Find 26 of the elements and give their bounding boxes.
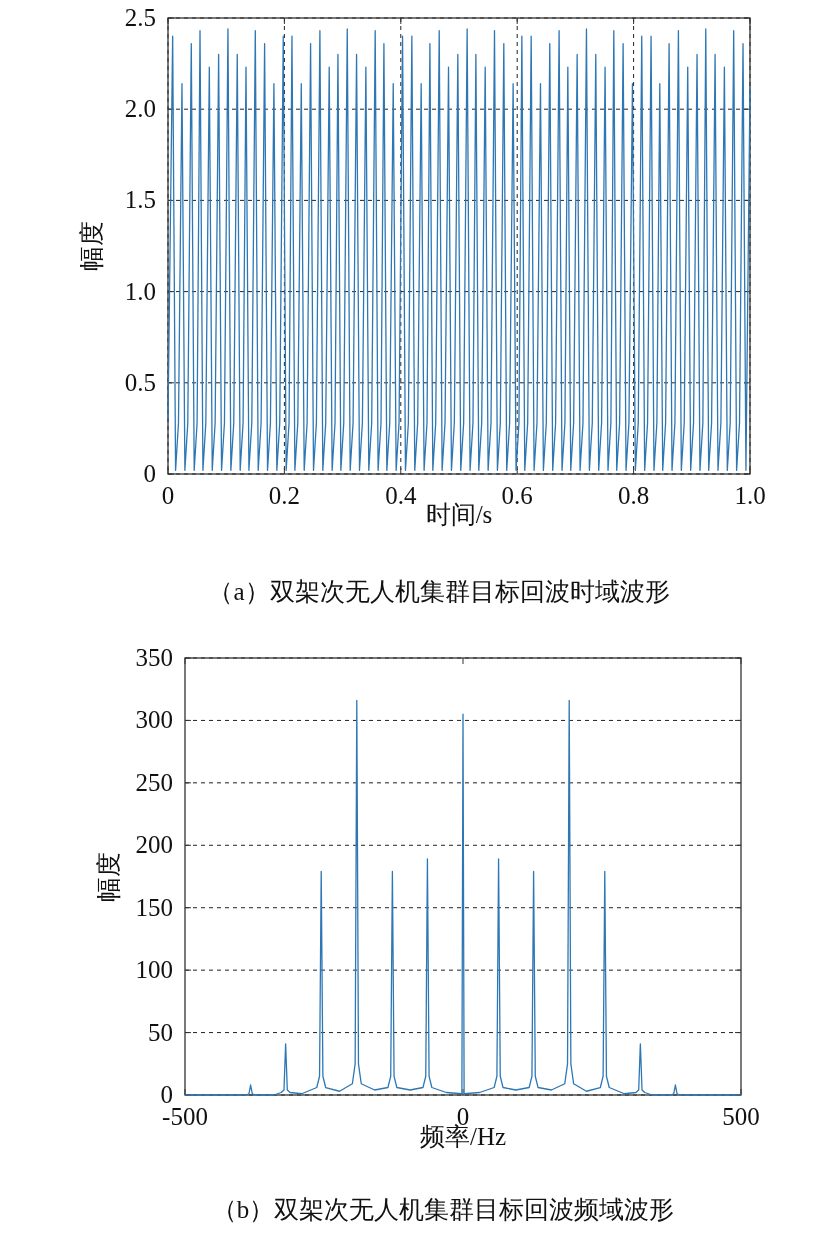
y-tick-label: 2.5 — [124, 4, 156, 31]
y-tick-label: 0.5 — [124, 368, 156, 396]
y-tick-label: 1.5 — [124, 186, 156, 214]
y-tick-label: 1.0 — [124, 277, 156, 305]
text: （a）双架次无人机集群目标回波时域波形 — [208, 578, 670, 605]
x-tick-label: 0.4 — [385, 482, 417, 509]
y-tick-label: 250 — [135, 768, 173, 796]
y-tick-label: 2.0 — [124, 95, 156, 123]
x-axis-title: 时间/s — [425, 501, 493, 528]
x-tick-label: 1.0 — [734, 482, 766, 509]
x-tick-label: 0.6 — [501, 482, 533, 509]
y-tick-label: 150 — [135, 893, 173, 921]
x-tick-label: 0.2 — [268, 482, 301, 509]
y-tick-label: 50 — [148, 1018, 173, 1046]
line-series — [167, 28, 751, 471]
x-tick-label: 500 — [722, 1103, 760, 1130]
y-axis-title: 幅度 — [78, 221, 105, 271]
line-series — [184, 699, 742, 1096]
y-tick-label: 200 — [135, 831, 173, 859]
text: （b）双架次无人机集群目标回波频域波形 — [211, 1196, 675, 1223]
y-axis-title: 幅度 — [95, 851, 122, 902]
y-tick-label: 300 — [135, 706, 173, 734]
y-tick-label: 350 — [135, 644, 173, 671]
y-tick-label: 100 — [135, 956, 173, 984]
x-tick-label: 0.8 — [617, 482, 650, 509]
y-tick-label: 0 — [143, 460, 156, 487]
